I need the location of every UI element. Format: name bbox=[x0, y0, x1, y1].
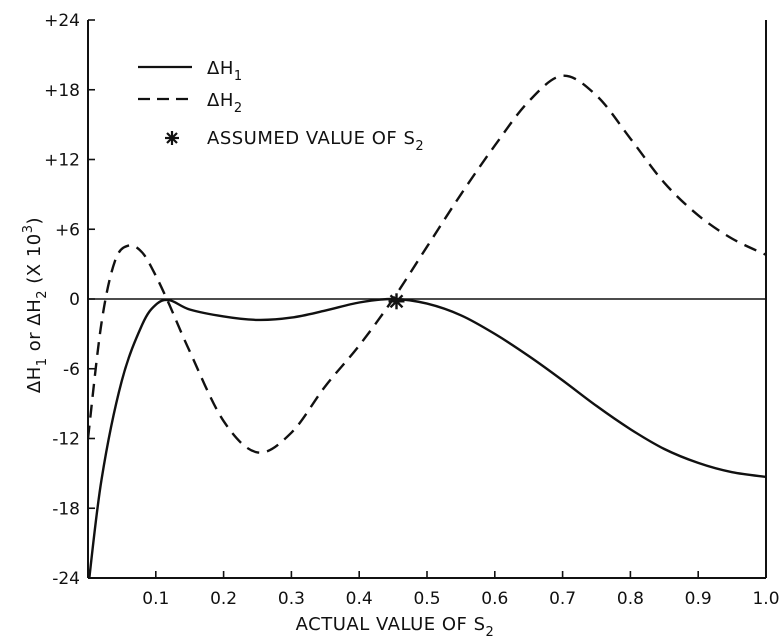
x-tick-label: 0.9 bbox=[685, 589, 712, 609]
assumed-value-marker bbox=[388, 293, 405, 310]
y-tick-label: -24 bbox=[52, 569, 80, 589]
y-tick-label: -6 bbox=[63, 360, 80, 380]
x-ticks: 0.1 0.2 0.3 0.4 0.5 0.6 0.7 0.8 0.9 1.0 bbox=[142, 571, 780, 609]
y-tick-label: -12 bbox=[52, 430, 80, 450]
y-ticks: -24 -18 -12 -6 0 +6 +12 +18 +24 bbox=[44, 11, 95, 589]
x-tick-label: 0.5 bbox=[413, 589, 440, 609]
x-tick-label: 0.4 bbox=[346, 589, 373, 609]
x-tick-label: 0.7 bbox=[549, 589, 576, 609]
series-group bbox=[88, 74, 766, 578]
y-tick-label: +18 bbox=[44, 81, 80, 101]
annotation-group bbox=[388, 293, 405, 310]
x-tick-label: 0.8 bbox=[617, 589, 644, 609]
series-line-1 bbox=[88, 297, 766, 578]
legend: ΔH1 ΔH2 ASSUMED VALUE OF S2 bbox=[138, 58, 424, 154]
y-tick-label: +12 bbox=[44, 151, 80, 171]
y-tick-label: -18 bbox=[52, 499, 80, 519]
y-tick-label: +6 bbox=[55, 220, 80, 240]
y-axis-title: ΔH1 or ΔH2 (X 103) bbox=[21, 217, 50, 393]
x-tick-label: 0.3 bbox=[278, 589, 305, 609]
x-tick-label: 0.2 bbox=[210, 589, 237, 609]
x-tick-label: 0.6 bbox=[481, 589, 508, 609]
x-axis-title: ACTUAL VALUE OF S2 bbox=[296, 614, 495, 640]
x-tick-label: 0.1 bbox=[142, 589, 169, 609]
y-tick-label: 0 bbox=[69, 290, 80, 310]
y-tick-label: +24 bbox=[44, 11, 80, 31]
legend-asterisk-icon bbox=[165, 131, 179, 145]
legend-label-series-1: ΔH1 bbox=[207, 58, 243, 84]
series-line-2 bbox=[88, 74, 766, 454]
legend-label-series-2: ΔH2 bbox=[207, 90, 243, 116]
legend-label-assumed-value: ASSUMED VALUE OF S2 bbox=[207, 128, 424, 154]
x-tick-label: 1.0 bbox=[752, 589, 779, 609]
